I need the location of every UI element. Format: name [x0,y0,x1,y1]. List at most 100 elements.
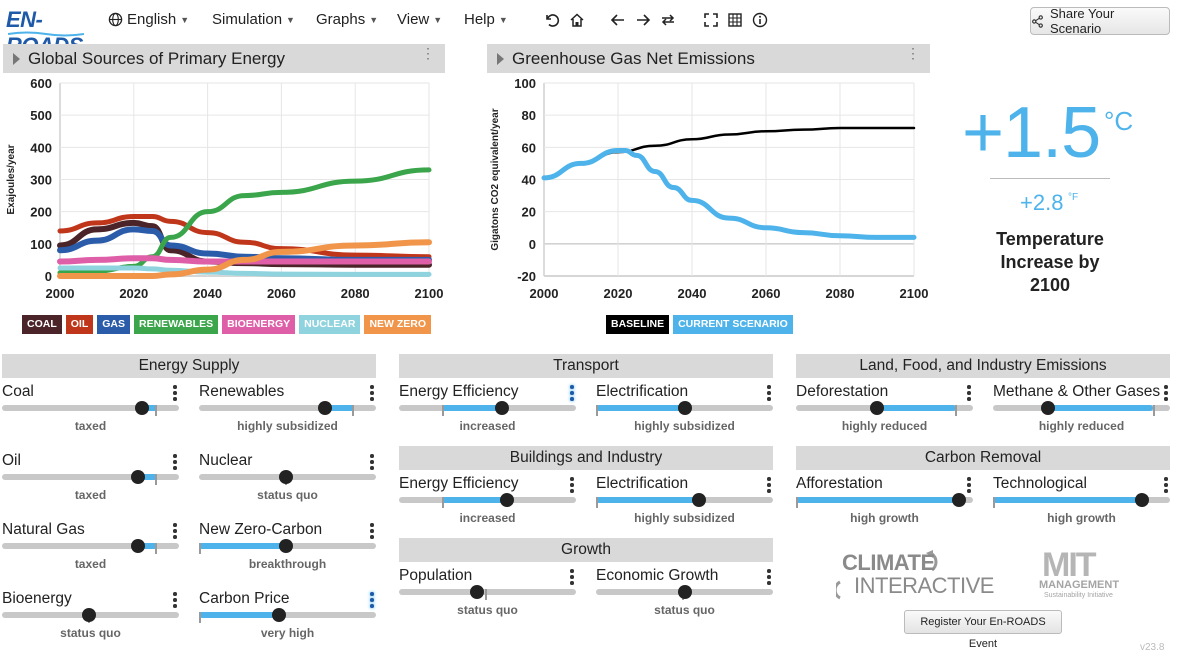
help-menu[interactable]: Help ▼ [464,11,508,28]
graph-menu-icon[interactable]: ⋮ [906,45,920,61]
slider-track[interactable] [2,539,179,554]
back-arrow-icon[interactable] [610,12,626,28]
simulation-menu[interactable]: Simulation ▼ [212,11,295,28]
slider-track[interactable] [796,401,973,416]
slider-options-icon[interactable] [370,592,374,610]
slider-options-icon[interactable] [370,523,374,541]
register-event-button[interactable]: Register Your En-ROADS Event [904,610,1062,650]
slider-options-icon[interactable] [1164,385,1168,403]
y-tick-label: 0 [45,269,52,284]
slider-track[interactable] [199,608,376,623]
legend-item[interactable]: COAL [22,315,62,334]
legend-item[interactable]: NUCLEAR [299,315,361,334]
slider-options-icon[interactable] [173,385,177,403]
language-menu[interactable]: English ▼ [108,11,189,28]
slider-track[interactable] [199,539,376,554]
slider-options-icon[interactable] [967,385,971,403]
graph-title: Greenhouse Gas Net Emissions [512,48,755,68]
slider-track[interactable] [2,470,179,485]
slider-thumb[interactable] [134,401,149,415]
home-icon[interactable] [569,12,585,28]
slider-options-icon[interactable] [173,523,177,541]
legend-item[interactable]: BASELINE [606,315,670,334]
slider-fill [877,405,956,411]
climate-interactive-logo[interactable]: CLIMATE INTERACTIVE [833,550,994,605]
slider-options-icon[interactable] [767,385,771,403]
slider-track[interactable] [2,608,179,623]
slider-thumb[interactable] [494,401,509,415]
celsius-unit: °C [1104,106,1134,136]
slider-options-icon[interactable] [570,569,574,587]
legend-item[interactable]: NEW ZERO [364,315,432,334]
graphs-menu[interactable]: Graphs ▼ [316,11,378,28]
slider-thumb[interactable] [131,470,146,484]
view-menu[interactable]: View ▼ [397,11,442,28]
slider-thumb[interactable] [691,493,706,507]
forward-arrow-icon[interactable] [635,12,651,28]
slider-track[interactable] [596,401,773,416]
slider-label: Methane & Other Gases [993,383,1161,400]
expand-triangle-icon[interactable] [497,52,504,65]
info-icon[interactable] [752,12,768,28]
slider-thumb[interactable] [469,585,484,599]
en-roads-logo[interactable]: EN-ROADS [6,5,86,58]
slider-options-icon[interactable] [767,477,771,495]
share-scenario-button[interactable]: Share Your Scenario [1030,6,1170,36]
graph-menu-icon[interactable]: ⋮ [421,45,435,61]
slider-label: Nuclear [199,452,253,469]
slider-label: Energy Efficiency [399,383,519,400]
slider-thumb[interactable] [278,539,293,553]
slider-thumb[interactable] [317,401,332,415]
fullscreen-icon[interactable] [703,12,719,28]
slider-fill [993,497,1142,503]
slider-fill [138,543,157,549]
slider-track[interactable] [993,401,1170,416]
graph-header-ghg-emissions[interactable]: Greenhouse Gas Net Emissions ⋮ [487,44,930,73]
slider-thumb[interactable] [499,493,514,507]
slider-options-icon[interactable] [1164,477,1168,495]
slider-options-icon[interactable] [173,454,177,472]
slider-thumb[interactable] [677,401,692,415]
slider-thumb[interactable] [81,608,96,622]
compare-icon[interactable] [660,12,676,28]
slider-baseline-tick [199,543,201,554]
slider-thumb[interactable] [951,493,966,507]
slider-track[interactable] [796,493,973,508]
slider-options-icon[interactable] [570,385,574,403]
undo-icon[interactable] [544,12,560,28]
slider-track[interactable] [399,585,576,600]
slider-baseline-tick [155,543,157,554]
slider-options-icon[interactable] [570,477,574,495]
slider-thumb[interactable] [677,585,692,599]
legend-item[interactable]: BIOENERGY [222,315,296,334]
slider-options-icon[interactable] [370,454,374,472]
slider-thumb[interactable] [271,608,286,622]
slider-track[interactable] [199,470,376,485]
slider-thumb[interactable] [1134,493,1149,507]
slider-options-icon[interactable] [173,592,177,610]
expand-triangle-icon[interactable] [13,52,20,65]
slider-thumb[interactable] [870,401,885,415]
graph-header-primary-energy[interactable]: Global Sources of Primary Energy ⋮ [3,44,445,73]
slider-options-icon[interactable] [967,477,971,495]
slider-track[interactable] [596,493,773,508]
slider-track[interactable] [596,585,773,600]
slider-track[interactable] [993,493,1170,508]
slider-baseline-tick [485,589,487,600]
table-icon[interactable] [727,12,743,28]
slider-track[interactable] [199,401,376,416]
slider-thumb[interactable] [131,539,146,553]
slider-options-icon[interactable] [370,385,374,403]
slider-thumb[interactable] [278,470,293,484]
series-line-baseline [542,126,916,180]
legend-item[interactable]: GAS [97,315,131,334]
slider-track[interactable] [399,401,576,416]
slider-track[interactable] [399,493,576,508]
legend-item[interactable]: OIL [65,315,94,334]
graphs-label: Graphs [316,11,366,28]
slider-track[interactable] [2,401,179,416]
slider-thumb[interactable] [1040,401,1055,415]
legend-item[interactable]: CURRENT SCENARIO [673,315,793,334]
legend-item[interactable]: RENEWABLES [134,315,219,334]
slider-options-icon[interactable] [767,569,771,587]
